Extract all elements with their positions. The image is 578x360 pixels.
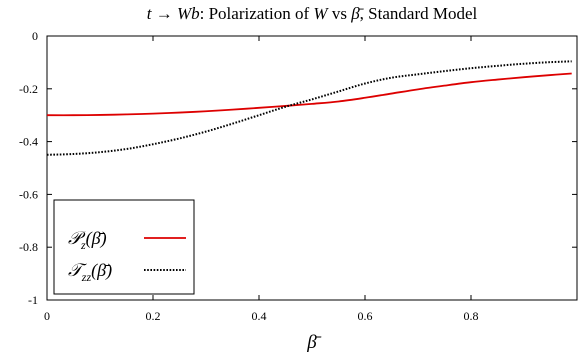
title-vs: vs (328, 4, 352, 23)
series-line-tzz (46, 60, 572, 156)
x-tick-label: 0.8 (464, 309, 479, 323)
chart-title: t → Wb: Polarization of W vs β̄, Standar… (147, 4, 478, 23)
y-tick-label: 0 (32, 29, 38, 43)
series-layer (46, 60, 572, 156)
x-tick-label: 0.4 (252, 309, 267, 323)
x-tick-label: 0.2 (146, 309, 161, 323)
y-tick-label: -0.8 (19, 240, 38, 254)
legend: 𝒫z(β̄)𝒯zz(β̄) (53, 199, 195, 295)
title-text: : Polarization of (200, 4, 314, 23)
x-axis-label: β̄ (306, 332, 321, 353)
y-tick-label: -1 (28, 293, 38, 307)
y-tick-label: -0.4 (19, 135, 38, 149)
title-formula: t → Wb (147, 4, 200, 23)
legend-box (53, 199, 195, 295)
y-tick-label: -0.2 (19, 82, 38, 96)
y-axis: 0 -0.2 -0.4 -0.6 -0.8 -1 (19, 29, 577, 307)
title-variable: W (313, 4, 329, 23)
title-tail: , Standard Model (360, 4, 478, 23)
x-tick-label: 0 (44, 309, 50, 323)
plot-frame (46, 35, 578, 301)
y-tick-label: -0.6 (19, 187, 38, 201)
series-line-pz (46, 72, 572, 117)
x-axis: 0 0.2 0.4 0.6 0.8 (44, 36, 479, 323)
x-tick-label: 0.6 (358, 309, 373, 323)
